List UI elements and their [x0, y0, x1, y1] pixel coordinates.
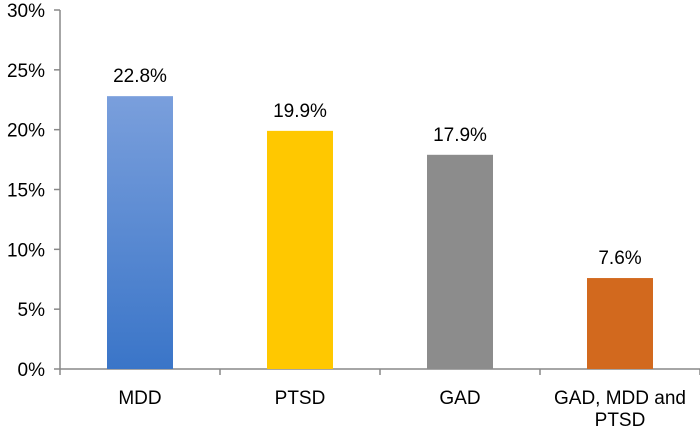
data-label: 19.9% — [273, 101, 327, 122]
bars-group — [107, 96, 653, 369]
data-label: 22.8% — [113, 66, 167, 87]
bar — [107, 96, 173, 369]
y-tick-label: 5% — [18, 300, 46, 321]
x-axis — [59, 368, 700, 375]
x-tick-label: MDD — [118, 388, 161, 409]
data-label: 17.9% — [433, 125, 487, 146]
x-tick-label: PTSD — [595, 410, 646, 431]
y-tick-label: 20% — [7, 121, 45, 142]
y-tick-label: 30% — [7, 1, 45, 22]
x-tick-label: GAD, MDD and — [554, 388, 686, 409]
y-tick-label: 25% — [7, 61, 45, 82]
x-tick-label: PTSD — [275, 388, 326, 409]
bar — [587, 278, 653, 369]
bar — [267, 130, 333, 369]
bar — [427, 154, 493, 369]
y-axis: 0% 5% 10% 15% 20% 25% 30% — [7, 1, 61, 381]
data-labels-group: 22.8% 19.9% 17.9% 7.6% — [113, 66, 642, 269]
y-tick-label: 10% — [7, 240, 45, 261]
y-tick-label: 15% — [7, 181, 45, 202]
x-tick-label: GAD — [439, 388, 480, 409]
data-label: 7.6% — [598, 248, 641, 269]
y-tick-label: 0% — [18, 360, 46, 381]
